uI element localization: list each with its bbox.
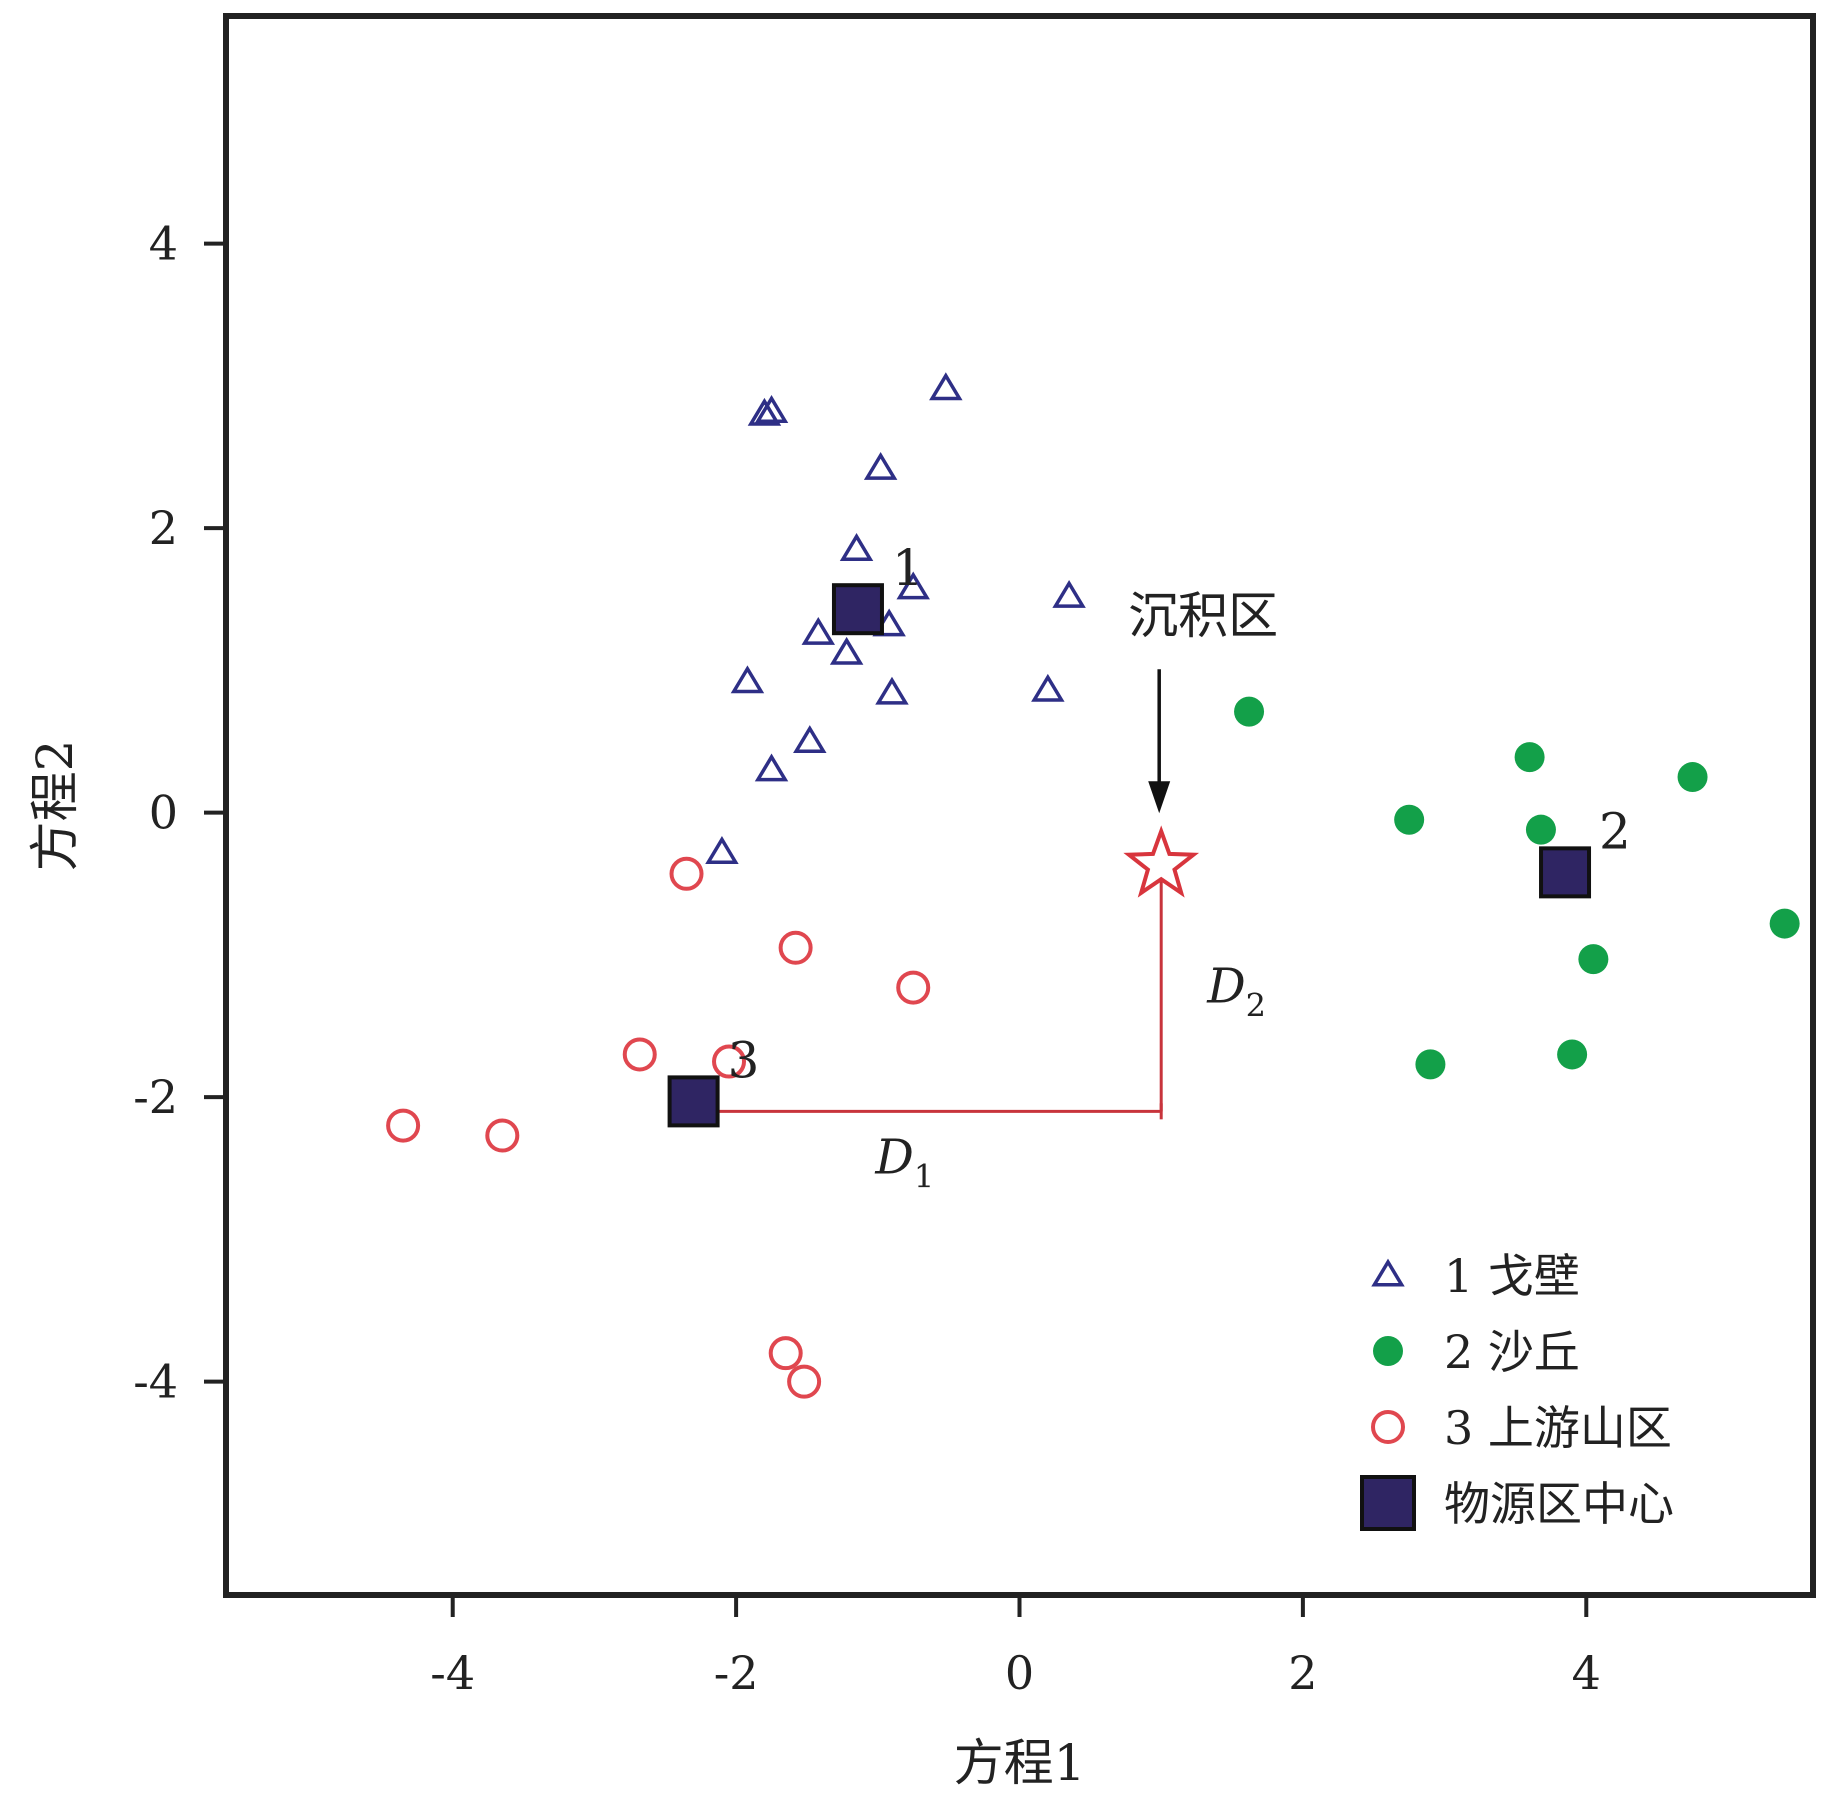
source-center-label: 3	[728, 1031, 760, 1089]
y-tick-label: -2	[133, 1070, 178, 1124]
data-point-series-3	[485, 1118, 520, 1153]
data-point-series-3	[787, 1364, 822, 1399]
data-point-series-1	[754, 753, 789, 782]
source-center-label: 2	[1599, 802, 1631, 860]
y-tick-label: 0	[149, 786, 178, 840]
data-point-series-1	[829, 636, 864, 665]
y-axis-title: 方程2	[26, 740, 84, 872]
deposition-label: 沉积区	[1128, 587, 1278, 645]
data-point-series-1	[705, 836, 739, 864]
legend-marker-2	[1373, 1336, 1403, 1366]
x-tick-label: -2	[714, 1646, 759, 1700]
data-point-series-2	[1415, 1049, 1446, 1080]
y-tick-label: 4	[149, 217, 178, 271]
data-point-series-1	[1031, 673, 1065, 702]
data-point-series-3	[712, 1044, 747, 1079]
legend-label-1: 1 戈壁	[1444, 1249, 1580, 1303]
deposition-star	[1123, 825, 1200, 898]
legend-label-2: 2 沙丘	[1444, 1325, 1580, 1379]
data-point-series-1	[875, 676, 909, 705]
source-center-marker	[831, 583, 884, 636]
distance-label-d1: D1	[874, 1129, 934, 1195]
data-point-series-1	[793, 725, 827, 753]
data-point-series-3	[622, 1037, 657, 1072]
data-point-series-2	[1578, 944, 1609, 975]
legend-marker-4	[1360, 1475, 1416, 1531]
source-center-marker	[1539, 846, 1592, 899]
deposition-arrow-head	[1148, 781, 1171, 814]
data-point-series-1	[929, 372, 963, 401]
data-point-series-3	[896, 970, 931, 1005]
data-point-series-2	[1677, 762, 1708, 793]
data-point-series-2	[1557, 1039, 1588, 1070]
x-tick-label: 4	[1572, 1646, 1601, 1700]
x-tick-label: -4	[430, 1646, 475, 1700]
data-point-series-1	[863, 451, 898, 480]
data-point-series-1	[896, 571, 930, 600]
data-point-series-3	[386, 1108, 421, 1143]
distance-label-d2-main: D	[1206, 958, 1245, 1014]
x-tick-label: 2	[1288, 1646, 1317, 1700]
data-point-series-1	[1052, 579, 1086, 608]
distance-label-d2: D2	[1206, 958, 1266, 1024]
data-point-series-1	[839, 533, 874, 561]
data-point-series-1	[801, 616, 836, 645]
data-point-series-2	[1234, 696, 1265, 727]
x-tick-label: 0	[1005, 1646, 1034, 1700]
legend-marker-1	[1371, 1258, 1405, 1287]
data-point-series-2	[1769, 908, 1800, 939]
data-point-series-1	[730, 665, 765, 694]
y-tick-label: 2	[149, 501, 178, 555]
data-point-series-3	[669, 856, 704, 891]
legend-marker-3	[1371, 1410, 1405, 1444]
source-center-label: 1	[892, 539, 924, 597]
source-center-marker	[667, 1075, 720, 1128]
data-point-series-2	[1514, 742, 1545, 773]
data-point-series-3	[768, 1336, 803, 1371]
y-tick-label: -4	[133, 1355, 178, 1409]
legend-label-3: 3 上游山区	[1444, 1401, 1672, 1455]
data-point-series-1	[747, 397, 782, 426]
distance-label-d1-main: D	[874, 1129, 913, 1185]
data-point-series-2	[1394, 804, 1425, 835]
data-point-series-3	[778, 930, 813, 965]
data-point-series-1	[754, 395, 789, 423]
x-axis-title: 方程1	[954, 1734, 1086, 1792]
legend-label-4: 物源区中心	[1444, 1477, 1674, 1531]
distance-label-d1-sub: 1	[914, 1157, 934, 1195]
data-point-series-2	[1525, 814, 1556, 845]
distance-label-d2-sub: 2	[1246, 986, 1266, 1024]
